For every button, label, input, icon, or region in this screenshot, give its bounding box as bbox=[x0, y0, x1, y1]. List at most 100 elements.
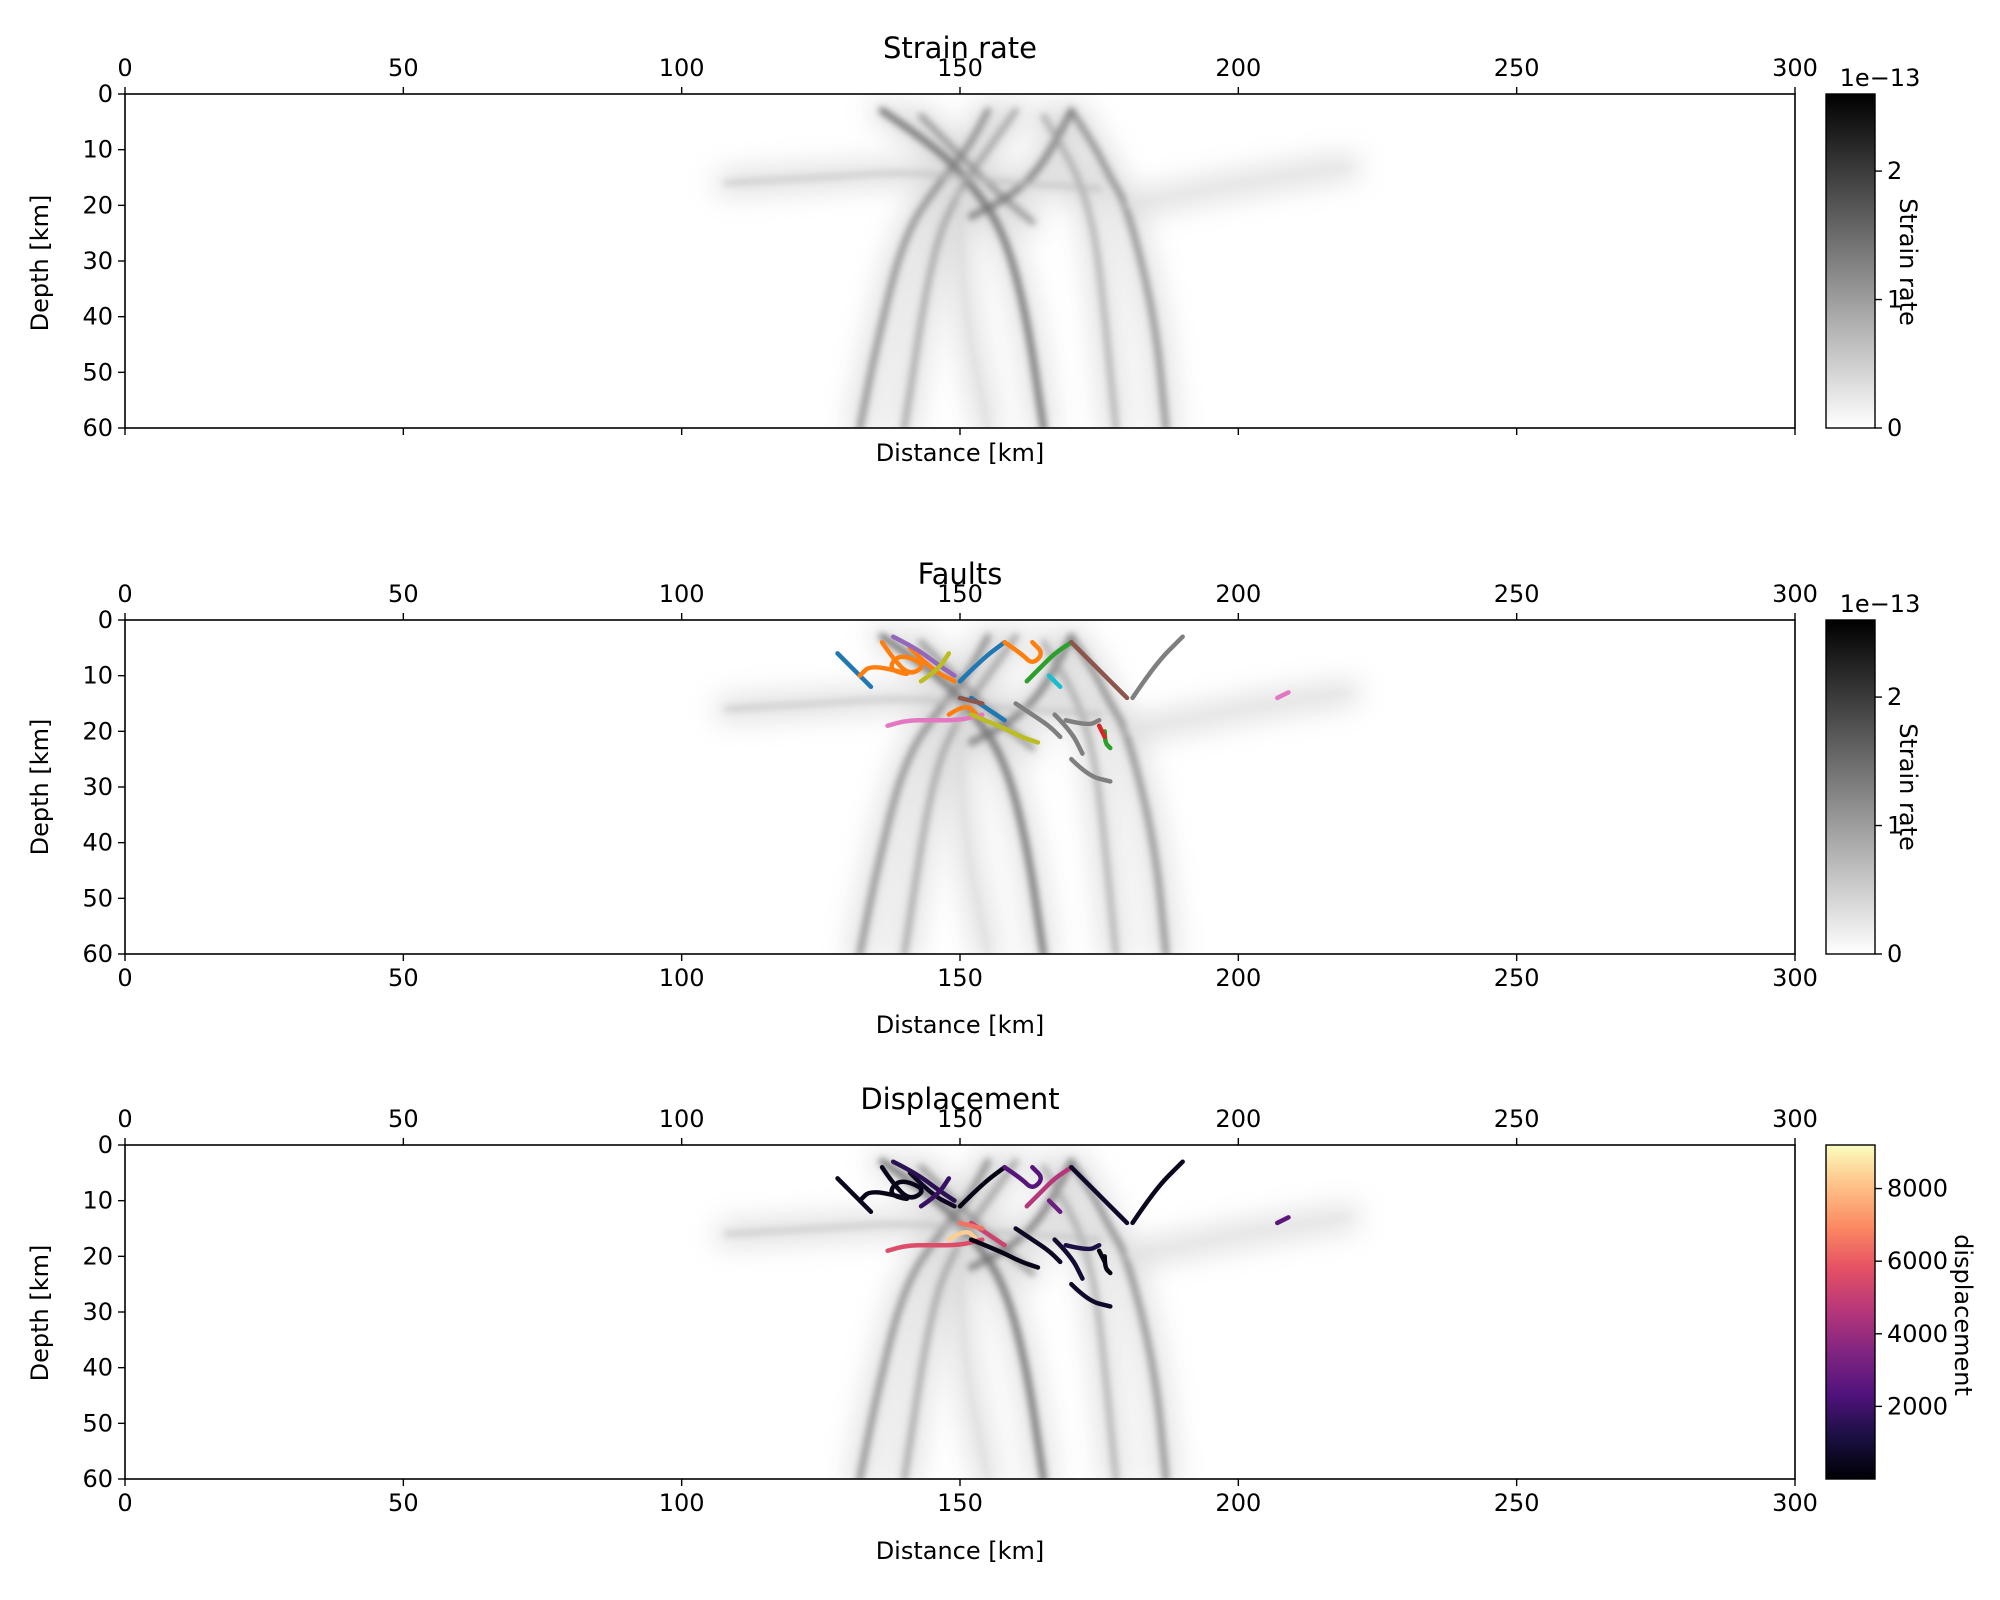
x-tick-label-top: 200 bbox=[1215, 1105, 1261, 1133]
x-tick-label-top: 150 bbox=[937, 54, 983, 82]
fault-trace bbox=[1069, 756, 1113, 784]
colorbar-scale: 2000 4000 6000 8000 bbox=[1825, 1144, 1948, 1480]
x-axis-label: Distance [km] bbox=[876, 1537, 1045, 1565]
fault-trace bbox=[1096, 723, 1107, 740]
colorbar: displacement bbox=[1949, 1234, 1977, 1396]
x-tick-label-top: 100 bbox=[659, 54, 705, 82]
colorbar-offset-text: 1e−13 bbox=[1840, 64, 1921, 92]
y-tick-label: 30 bbox=[82, 773, 113, 801]
colorbar-gradient bbox=[1825, 1144, 1876, 1480]
panel-faults: Faults Depth [km] Distance [km] 1e−13 St… bbox=[26, 557, 1922, 1039]
shear-band bbox=[901, 633, 1019, 954]
x-tick-label: 250 bbox=[1494, 1489, 1540, 1517]
shear-band bbox=[1124, 1215, 1352, 1259]
x-tick-label-top: 0 bbox=[117, 580, 132, 608]
shear-band bbox=[1068, 633, 1170, 954]
shear-band bbox=[1068, 107, 1170, 428]
fault-trace bbox=[957, 695, 985, 706]
y-tick-label: 60 bbox=[82, 940, 113, 968]
x-tick-label-top: 0 bbox=[117, 1105, 132, 1133]
x-axis-label: Distance [km] bbox=[876, 1011, 1045, 1039]
shear-band bbox=[901, 1158, 1019, 1479]
shear-band bbox=[1040, 1164, 1119, 1479]
y-tick-label: 40 bbox=[82, 1354, 113, 1382]
fault-trace bbox=[1002, 640, 1043, 664]
y-tick-label: 40 bbox=[82, 303, 113, 331]
shear-band bbox=[917, 113, 1036, 226]
fault-trace bbox=[946, 1229, 979, 1242]
x-tick-label-top: 200 bbox=[1215, 54, 1261, 82]
shear-band bbox=[723, 1221, 1102, 1243]
fault-trace bbox=[1024, 1165, 1074, 1209]
y-axis-label: Depth [km] bbox=[26, 195, 54, 332]
colorbar-label: displacement bbox=[1949, 1234, 1977, 1396]
fault-trace bbox=[1013, 1226, 1063, 1265]
x-tick-label-top: 150 bbox=[937, 1105, 983, 1133]
colorbar: 1e−13 Strain rate bbox=[1840, 590, 1922, 851]
y-tick-label: 0 bbox=[98, 80, 113, 108]
colorbar-gradient bbox=[1825, 93, 1876, 429]
fault-trace bbox=[1002, 1165, 1043, 1189]
y-tick-label: 40 bbox=[82, 829, 113, 857]
fault-trace bbox=[1013, 701, 1063, 740]
colorbar-scale: 0 1 2 bbox=[1825, 619, 1902, 968]
x-tick-label: 250 bbox=[1494, 964, 1540, 992]
y-tick-label: 60 bbox=[82, 1465, 113, 1493]
shear-band bbox=[901, 107, 1019, 428]
fault-trace bbox=[968, 712, 1041, 745]
y-tick-label: 10 bbox=[82, 136, 113, 164]
x-tick-label: 150 bbox=[937, 1489, 983, 1517]
colorbar-scale: 0 1 2 bbox=[1825, 93, 1902, 442]
colorbar-offset-text: 1e−13 bbox=[1840, 590, 1921, 618]
fault-trace bbox=[835, 1176, 874, 1215]
x-tick-label: 100 bbox=[659, 964, 705, 992]
fault-trace bbox=[1052, 712, 1085, 756]
x-tick-label-top: 100 bbox=[659, 580, 705, 608]
fault-trace bbox=[1069, 640, 1130, 701]
fault-trace bbox=[857, 1165, 924, 1203]
fault-trace bbox=[1052, 1237, 1085, 1281]
colorbar-label: Strain rate bbox=[1894, 198, 1922, 325]
fault-trace bbox=[1069, 1165, 1130, 1226]
panel-title: Displacement bbox=[860, 1082, 1059, 1116]
fault-trace bbox=[946, 704, 979, 717]
colorbar-tick-label: 1 bbox=[1887, 286, 1902, 314]
fault-trace bbox=[1275, 1215, 1291, 1226]
colorbar-tick-label: 0 bbox=[1887, 940, 1902, 968]
x-tick-label-top: 100 bbox=[659, 1105, 705, 1133]
fault-trace bbox=[1063, 717, 1102, 727]
fault-trace bbox=[907, 1170, 957, 1209]
y-tick-label: 30 bbox=[82, 1298, 113, 1326]
fault-trace bbox=[835, 651, 874, 690]
fault-trace bbox=[957, 1165, 1007, 1209]
fault-trace bbox=[1063, 1242, 1102, 1252]
y-tick-label: 50 bbox=[82, 884, 113, 912]
fault-trace bbox=[857, 640, 924, 678]
fault-trace bbox=[1275, 690, 1291, 701]
x-tick-label-top: 300 bbox=[1772, 580, 1818, 608]
shear-band bbox=[723, 170, 1102, 192]
x-tick-label-top: 250 bbox=[1494, 580, 1540, 608]
colorbar-tick-label: 6000 bbox=[1887, 1247, 1948, 1275]
shear-band bbox=[957, 717, 991, 954]
strain-field bbox=[715, 99, 1361, 428]
fault-trace bbox=[907, 645, 957, 684]
y-axis-label: Depth [km] bbox=[26, 719, 54, 856]
y-tick-label: 60 bbox=[82, 414, 113, 442]
x-axis-label: Distance [km] bbox=[876, 439, 1045, 467]
x-tick-label: 0 bbox=[117, 1489, 132, 1517]
x-tick-label: 300 bbox=[1772, 964, 1818, 992]
x-tick-label-top: 50 bbox=[388, 54, 419, 82]
fault-trace bbox=[885, 712, 985, 729]
shear-band bbox=[1124, 690, 1352, 734]
fault-traces bbox=[835, 634, 1291, 784]
fault-trace bbox=[890, 1159, 957, 1203]
colorbar: 1e−13 Strain rate bbox=[1840, 64, 1922, 326]
x-tick-label: 50 bbox=[388, 1489, 419, 1517]
colorbar-label: Strain rate bbox=[1894, 723, 1922, 850]
y-tick-label: 0 bbox=[98, 1131, 113, 1159]
shear-band bbox=[957, 191, 991, 428]
y-tick-label: 0 bbox=[98, 606, 113, 634]
x-tick-label: 200 bbox=[1215, 964, 1261, 992]
